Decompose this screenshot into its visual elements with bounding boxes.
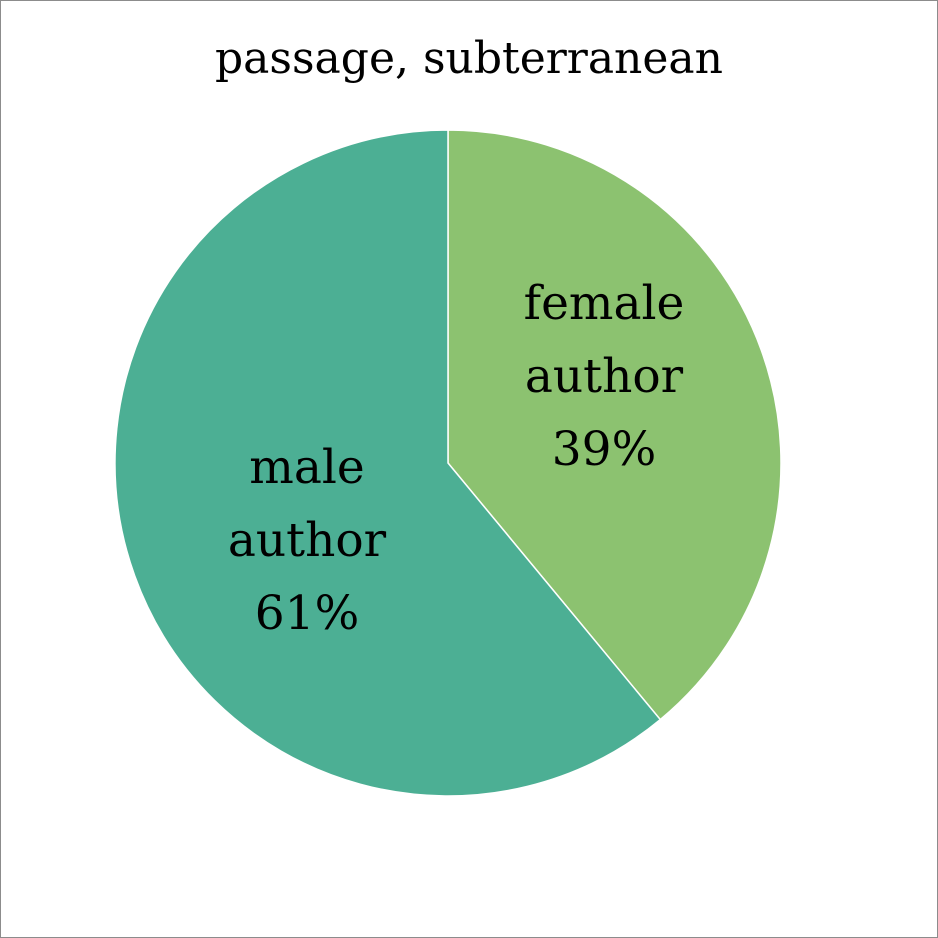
pie-slice-male (114, 129, 662, 797)
data-label-line: male (249, 440, 364, 495)
chart-title: passage, subterranean (214, 33, 724, 84)
data-label-percent: 61% (255, 586, 359, 641)
data-label-line: female (524, 276, 685, 331)
data-label-percent: 39% (552, 422, 656, 477)
data-label-male: male author 61% (228, 440, 387, 641)
data-label-line: author (525, 349, 684, 404)
data-label-line: author (228, 513, 387, 568)
pie-slice-female (447, 129, 782, 721)
data-label-female: female author 39% (524, 276, 685, 477)
